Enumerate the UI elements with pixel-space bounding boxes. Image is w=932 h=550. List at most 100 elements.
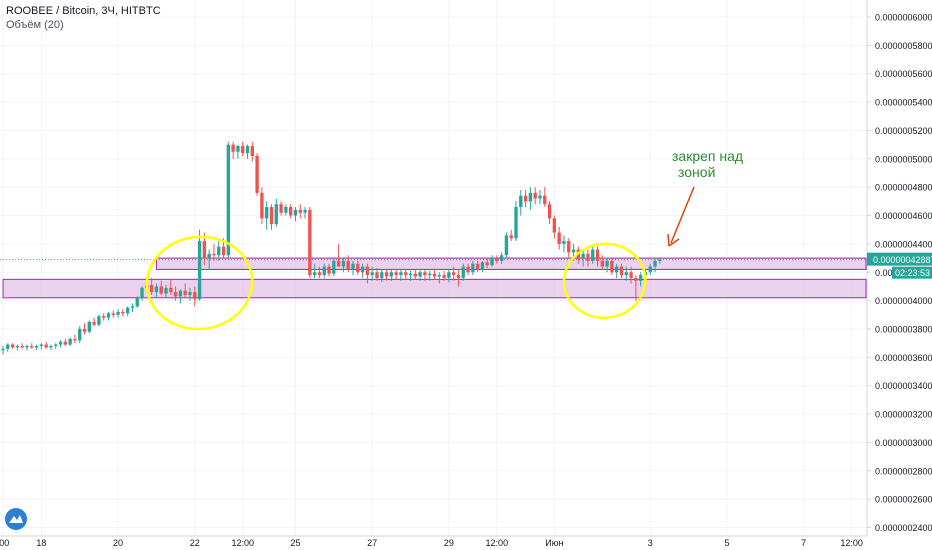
candle-body bbox=[475, 263, 480, 270]
candle-body bbox=[451, 272, 456, 276]
candle-body bbox=[634, 277, 638, 281]
candle-body bbox=[20, 345, 24, 348]
candle-body bbox=[413, 273, 418, 277]
price-axis-label: 0.00000044000 bbox=[875, 239, 932, 249]
candle-body bbox=[202, 241, 207, 259]
candle-body bbox=[336, 260, 341, 267]
candle-body bbox=[284, 207, 288, 213]
candle-body bbox=[562, 241, 566, 244]
candle-body bbox=[73, 338, 77, 341]
candle-body bbox=[375, 272, 379, 278]
candle-body bbox=[303, 209, 307, 213]
price-axis-label: 0.00000036000 bbox=[875, 353, 932, 363]
candle-body bbox=[269, 207, 274, 225]
tradingview-logo-icon[interactable] bbox=[5, 508, 27, 530]
candle-body bbox=[356, 263, 360, 273]
last-price-value: 0.00000042887 bbox=[873, 255, 932, 265]
candle-body bbox=[260, 192, 264, 219]
candle-body bbox=[571, 249, 576, 253]
time-axis-label: :00 bbox=[0, 538, 9, 548]
time-axis-bg bbox=[0, 536, 867, 550]
candle-body bbox=[480, 262, 485, 270]
candle-body bbox=[432, 273, 437, 277]
candle-body bbox=[241, 146, 245, 154]
candle-body bbox=[533, 192, 537, 199]
candle-body bbox=[154, 286, 159, 293]
candle-body bbox=[255, 155, 259, 193]
candle-body bbox=[130, 306, 135, 308]
candle-body bbox=[543, 195, 547, 205]
time-axis-label: 27 bbox=[367, 538, 377, 548]
candle-body bbox=[135, 297, 139, 307]
candle-body bbox=[178, 290, 183, 297]
candle-body bbox=[346, 260, 350, 270]
candle-body bbox=[523, 195, 528, 202]
candle-body bbox=[111, 313, 115, 315]
candle-body bbox=[437, 275, 441, 277]
candle-body bbox=[591, 249, 595, 261]
candle-body bbox=[245, 146, 250, 154]
time-axis-label: 18 bbox=[36, 538, 46, 548]
candle-body bbox=[63, 341, 68, 345]
candle-body bbox=[327, 266, 331, 274]
candle-body bbox=[605, 260, 609, 267]
time-axis-label: 5 bbox=[724, 538, 729, 548]
annotation-text: закреп над зоной bbox=[672, 148, 743, 180]
candle-body bbox=[30, 345, 34, 348]
time-axis-label: 3 bbox=[648, 538, 653, 548]
candle-body bbox=[44, 344, 48, 348]
time-axis-label: 12:00 bbox=[486, 538, 509, 548]
candle-body bbox=[471, 263, 475, 273]
candle-body bbox=[466, 266, 470, 273]
candle-body bbox=[49, 345, 53, 348]
price-axis-label: 0.00000038000 bbox=[875, 324, 932, 334]
candle-body bbox=[97, 316, 101, 325]
candle-body bbox=[212, 253, 216, 256]
candle-body bbox=[121, 311, 125, 314]
candle-body bbox=[217, 246, 221, 256]
candle-body bbox=[173, 292, 178, 297]
candle-body bbox=[1, 348, 5, 351]
time-axis-label: 29 bbox=[444, 538, 454, 548]
candle-body bbox=[197, 241, 202, 300]
candle-body bbox=[279, 204, 283, 213]
time-axis-label: 25 bbox=[290, 538, 300, 548]
candle-body bbox=[298, 209, 302, 213]
candle-body bbox=[658, 259, 662, 261]
candle-body bbox=[547, 204, 552, 219]
candle-body bbox=[92, 321, 96, 325]
candle-body bbox=[595, 249, 600, 261]
price-axis-label: 0.00000052000 bbox=[875, 126, 932, 136]
candle-body bbox=[82, 328, 87, 332]
candle-body bbox=[265, 207, 269, 219]
price-axis-label: 0.00000046000 bbox=[875, 211, 932, 221]
candle-body bbox=[447, 272, 451, 278]
candle-body bbox=[250, 146, 254, 156]
candle-body bbox=[461, 266, 465, 278]
candle-body bbox=[360, 266, 365, 273]
candle-body bbox=[159, 286, 163, 294]
price-axis-label: 0.00000048000 bbox=[875, 183, 932, 193]
candle-body bbox=[557, 232, 561, 244]
candle-body bbox=[351, 263, 355, 270]
candle-body bbox=[485, 262, 489, 266]
candle-body bbox=[274, 204, 278, 225]
candle-body bbox=[341, 260, 346, 267]
candle-body bbox=[499, 255, 504, 261]
candle-body bbox=[6, 344, 10, 349]
time-axis-label: 7 bbox=[801, 538, 806, 548]
candle-body bbox=[322, 266, 326, 276]
candle-body bbox=[188, 292, 192, 295]
candle-body bbox=[293, 209, 298, 216]
candle-body bbox=[619, 266, 624, 276]
time-axis-label: Июн bbox=[545, 538, 563, 548]
highlight-circle-1 bbox=[145, 235, 254, 331]
last-price-tag: 0.00000042887 02:23:53 bbox=[867, 252, 932, 279]
candle-body bbox=[615, 266, 619, 273]
highlight-circle-2 bbox=[562, 242, 647, 319]
candle-body bbox=[514, 207, 518, 239]
candle-body bbox=[552, 218, 557, 233]
candle-body bbox=[140, 287, 144, 298]
candle-body bbox=[394, 272, 398, 276]
